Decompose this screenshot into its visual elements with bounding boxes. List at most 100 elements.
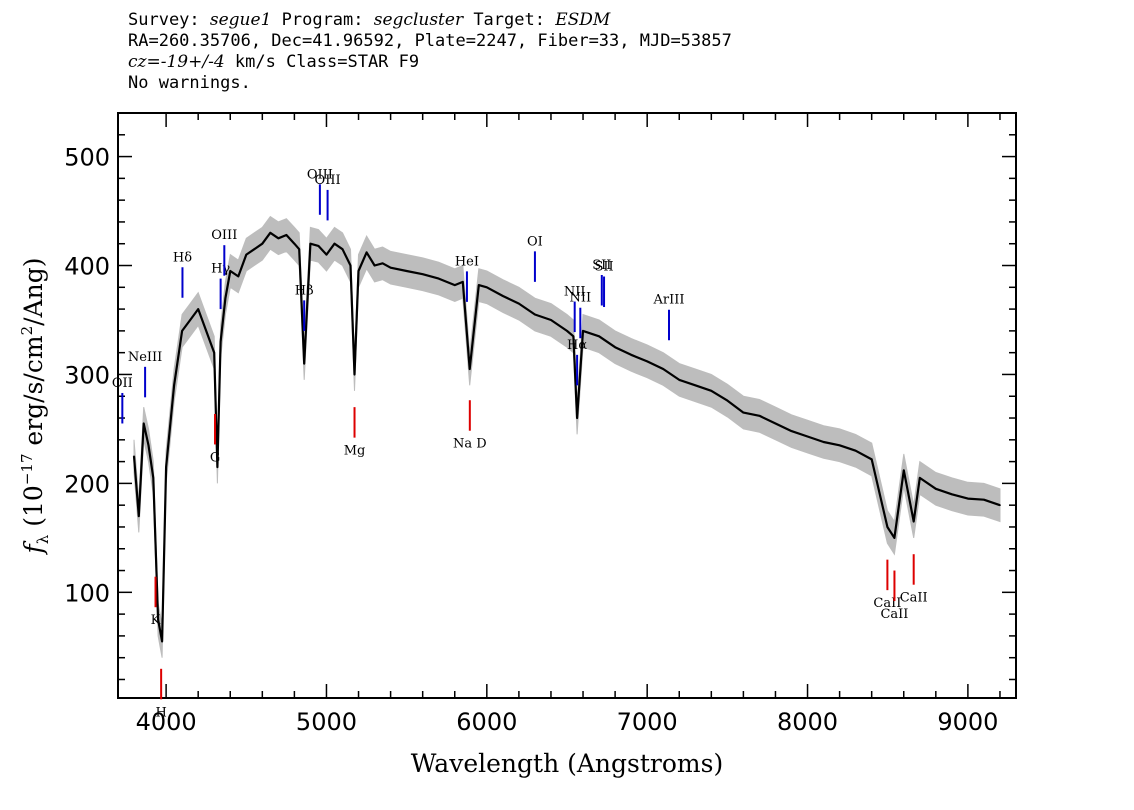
spectrum-point [534, 313, 536, 316]
spectrum-point [903, 469, 905, 472]
absorption-line-label: Na D [453, 437, 487, 452]
cz-label: cz= [128, 52, 161, 72]
line-markers: OIINeIIIHδHγOIIIHβOIIIOIIIHeIOINIIHαNIIS… [112, 167, 928, 720]
spectrum-point [854, 449, 857, 452]
spectrum-point [437, 277, 440, 280]
spectrum-point [742, 411, 745, 414]
spectrum-point [630, 354, 632, 356]
spectrum-point [285, 234, 288, 236]
spectrum-point [999, 504, 1001, 507]
spectrum-point [550, 319, 552, 321]
spectrum-point [758, 415, 761, 417]
spectrum-point [219, 341, 222, 343]
spectrum-point [870, 458, 873, 461]
header-line-1: Survey: segue1 Program: segcluster Targe… [128, 10, 732, 31]
spectrum-point [181, 330, 183, 332]
spectrum-point [365, 251, 368, 254]
absorption-line-label: K [151, 613, 161, 628]
spectrum-point [912, 520, 915, 523]
spectrum-point [662, 368, 664, 370]
x-axis-title: Wavelength (Angstroms) [411, 749, 723, 778]
x-tick-label: 5000 [296, 708, 357, 736]
spectrum-point [886, 526, 889, 528]
spectrum-point [189, 319, 191, 321]
emission-line-label: Hγ [211, 262, 230, 277]
spectrum-point [293, 242, 296, 245]
spectrum-point [325, 253, 328, 256]
absorption-line-label: CaII [900, 591, 928, 606]
axis-ticks [118, 112, 1016, 698]
spectrum-point [838, 444, 841, 447]
spectrum-point [157, 618, 159, 621]
spectrum-point [582, 330, 584, 332]
header-line-3: cz=-19+/-4 km/s Class=STAR F9 [128, 52, 732, 73]
spectrum-point [405, 270, 408, 272]
spectrum-point [893, 537, 896, 539]
spectrum-point [224, 297, 227, 300]
emission-line-label: Hα [567, 338, 587, 353]
spectrum-point [518, 302, 520, 305]
spectrum-point [572, 335, 575, 338]
spectrum-point [165, 466, 167, 468]
header-line-2: RA=260.35706, Dec=41.96592, Plate=2247, … [128, 31, 732, 51]
x-tick-label: 8000 [777, 708, 838, 736]
emission-line-label: SII [594, 260, 613, 275]
y-tick-label: 500 [64, 144, 110, 172]
spectrum-point [576, 417, 578, 419]
program-label: Program: [271, 10, 374, 30]
y-tick-label: 100 [64, 579, 110, 607]
emission-line-label: OIII [315, 173, 341, 188]
spectrum-line [132, 231, 1001, 643]
emission-line-label: OII [112, 376, 133, 391]
spectrum-point [303, 362, 306, 365]
spectrum-point [373, 264, 376, 267]
spectrum-point [357, 270, 360, 272]
y-tick-label: 300 [64, 361, 110, 389]
spectrum-point [309, 242, 312, 245]
plot-area [132, 215, 1001, 658]
spectrum-point [421, 273, 424, 276]
spectrum-point [253, 248, 256, 250]
spectrum-point [133, 455, 135, 458]
spectrum-point [951, 493, 953, 496]
spectrum-point [245, 253, 248, 256]
absorption-line-label: CaII [880, 607, 908, 622]
survey-label: Survey: [128, 10, 210, 30]
target-value: ESDM [555, 10, 611, 30]
spectrum-point [277, 237, 280, 240]
y-tick-label: 200 [64, 470, 110, 498]
spectrum-point [566, 330, 568, 332]
spectrum-point [229, 270, 232, 272]
class-text: km/s Class=STAR F9 [224, 52, 420, 72]
spectrum-point [333, 242, 336, 245]
target-label: Target: [463, 10, 556, 30]
spectrum-point [161, 640, 163, 643]
spectrum-point [381, 262, 384, 265]
emission-line-label: OI [527, 234, 543, 249]
x-tick-label: 9000 [937, 708, 998, 736]
spectrum-point [389, 266, 392, 269]
spectrum-point [216, 466, 219, 468]
spectrum-point [806, 435, 809, 438]
spectrum-point [614, 346, 616, 349]
spectrum-point [822, 441, 825, 443]
spectrum-point [298, 248, 301, 250]
spectrum-point [502, 295, 504, 297]
spectrum-point [269, 232, 272, 234]
spectrum-point [147, 444, 150, 447]
emission-line-label: SII [592, 258, 611, 273]
spectrum-point [694, 384, 697, 387]
y-tick-label: 400 [64, 253, 110, 281]
error-band [133, 215, 1001, 658]
spectrum-point [678, 379, 681, 381]
y-axis-title: fλ (10−17 erg/s/cm2/Ang) [18, 258, 52, 556]
spectrum-point [598, 335, 600, 338]
spectrum-point [478, 284, 480, 286]
emission-line-label: HeI [455, 254, 479, 269]
absorption-line-label: G [210, 450, 220, 465]
emission-line-label: Hβ [295, 283, 314, 298]
spectrum-point [646, 360, 648, 363]
emission-line-label: NeIII [128, 350, 162, 365]
spectrum-point [967, 497, 969, 500]
